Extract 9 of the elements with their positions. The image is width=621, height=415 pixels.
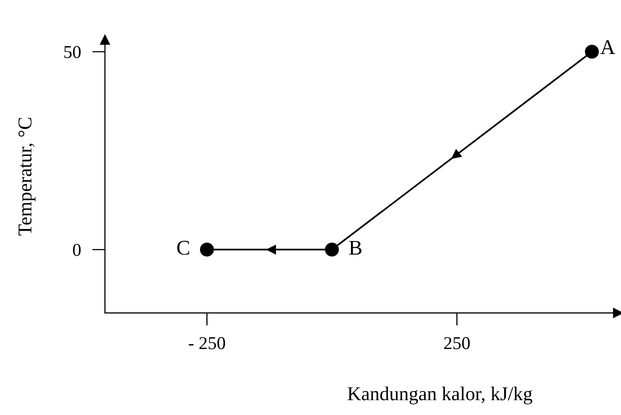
annotation: B bbox=[349, 240, 362, 255]
y-tick-label: 50 bbox=[64, 46, 81, 58]
y-axis-title: Temperatur, °C bbox=[18, 118, 36, 236]
y-tick-label: 0 bbox=[73, 244, 81, 256]
annotation: A bbox=[600, 40, 616, 54]
x-axis-title: Kandungan kalor, kJ/kg bbox=[348, 386, 532, 404]
x-tick-label: - 250 bbox=[188, 337, 226, 350]
x-tick-label: 250 bbox=[444, 337, 470, 350]
annotation: C bbox=[177, 240, 190, 255]
